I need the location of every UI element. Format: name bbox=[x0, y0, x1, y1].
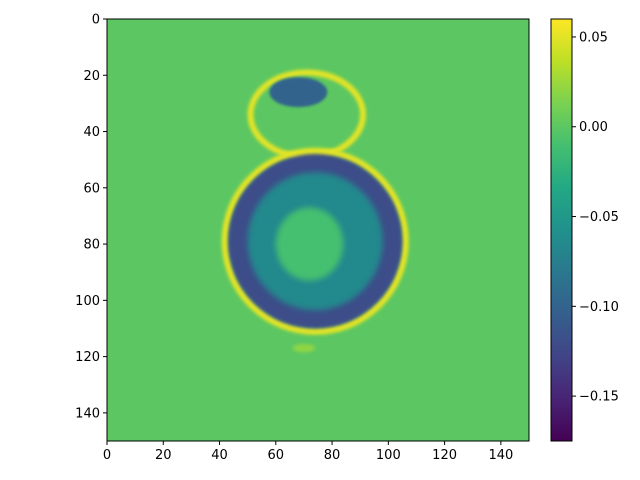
inner-region bbox=[275, 207, 344, 281]
x-tick-label: 80 bbox=[324, 448, 341, 463]
ring-edge-region bbox=[221, 147, 409, 335]
x-tick-label: 0 bbox=[103, 448, 111, 463]
colorbar-tick-label: −0.15 bbox=[579, 390, 619, 405]
colorbar-tick-label: −0.10 bbox=[579, 300, 619, 315]
y-tick-label: 80 bbox=[83, 238, 100, 253]
y-tick-label: 100 bbox=[75, 294, 100, 309]
x-tick-label: 20 bbox=[155, 448, 172, 463]
x-tick-label: 100 bbox=[376, 448, 401, 463]
x-axis: 0 20 40 60 80 100 120 140 bbox=[103, 441, 513, 463]
fragment-region bbox=[292, 343, 316, 353]
heatmap-image bbox=[107, 19, 529, 441]
x-tick-label: 60 bbox=[268, 448, 285, 463]
x-tick-label: 120 bbox=[432, 448, 457, 463]
colorbar-tick-label: 0.05 bbox=[579, 30, 608, 45]
plot-frame bbox=[106, 18, 530, 442]
y-tick-label: 140 bbox=[75, 406, 100, 421]
colorbar-axis: 0.05 0.00 −0.05 −0.10 −0.15 bbox=[572, 30, 619, 405]
y-tick-label: 20 bbox=[83, 69, 100, 84]
colorbar-tick-label: 0.00 bbox=[579, 120, 608, 135]
y-axis: 0 20 40 60 80 100 120 140 bbox=[75, 13, 107, 421]
y-tick-label: 0 bbox=[92, 13, 100, 28]
top-cap-region bbox=[270, 78, 327, 107]
y-tick-label: 60 bbox=[83, 181, 100, 196]
colorbar-tick-label: −0.05 bbox=[579, 210, 619, 225]
x-tick-label: 40 bbox=[211, 448, 228, 463]
y-tick-label: 120 bbox=[75, 350, 100, 365]
x-tick-label: 140 bbox=[488, 448, 513, 463]
colorbar bbox=[550, 18, 573, 442]
y-tick-label: 40 bbox=[83, 125, 100, 140]
